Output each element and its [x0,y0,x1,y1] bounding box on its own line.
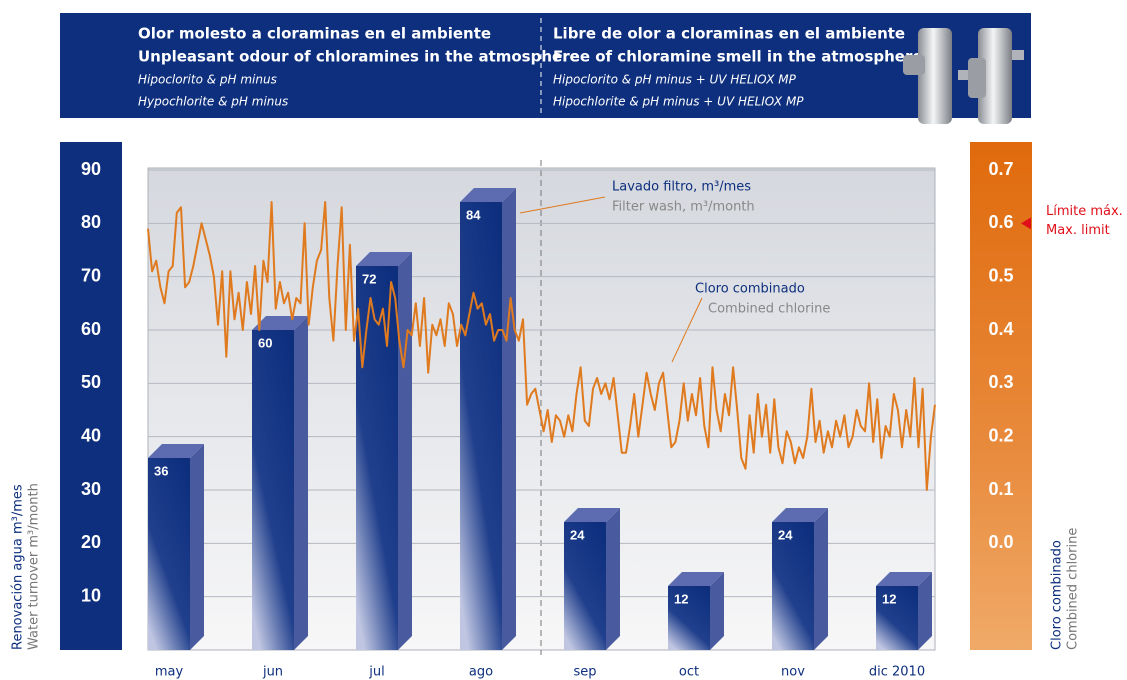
bar [876,586,918,650]
y-axis-title: Water turnover m³/month [27,483,42,650]
bar-top [564,508,620,522]
left-axis-panel [60,142,122,650]
bar [252,330,294,650]
header-title: Unpleasant odour of chloramines in the a… [138,48,580,66]
header-title: Libre de olor a cloraminas en el ambient… [553,25,905,43]
bar-top [668,572,724,586]
x-tick-label: oct [679,665,699,680]
bar-side [398,252,412,650]
header-sub: Hipoclorito & pH minus + UV HELIOX MP [553,73,797,87]
x-tick-label: jun [262,665,283,680]
header-title: Olor molesto a cloraminas en el ambiente [138,25,491,43]
annotation: Cloro combinado [695,282,805,297]
y2-tick-label: 0.6 [988,212,1013,232]
y2-tick-label: 0.0 [988,532,1013,552]
leader-line [519,196,606,214]
bar-value-label: 72 [362,271,376,286]
y-tick-label: 70 [81,265,101,285]
x-tick-label: may [155,665,184,680]
bar-top [356,252,412,266]
bar-top [148,444,204,458]
bar-side [606,508,620,650]
bar-top [772,508,828,522]
bar-value-label: 36 [154,463,168,478]
bar-side [918,572,932,650]
y-tick-label: 90 [81,159,101,179]
bar [460,202,502,650]
header-sub: Hipochlorite & pH minus + UV HELIOX MP [553,95,804,109]
bar-value-label: 60 [258,335,272,350]
right-axis-panel [970,142,1032,650]
annotation: Filter wash, m³/month [612,200,755,215]
bar-value-label: 84 [466,207,481,222]
bar-side [502,188,516,650]
y2-tick-label: 0.7 [988,159,1013,179]
header-sub: Hypochlorite & pH minus [138,95,288,109]
y-tick-label: 60 [81,319,101,339]
x-tick-label: jul [368,665,384,680]
y2-tick-label: 0.2 [988,425,1013,445]
y2-tick-label: 0.5 [988,265,1013,285]
y-tick-label: 40 [81,425,101,445]
y2-tick-label: 0.3 [988,372,1013,392]
bar-value-label: 24 [778,527,793,542]
bar-value-label: 12 [674,591,688,606]
bar-side [190,444,204,650]
x-tick-label: nov [781,665,805,680]
line [147,201,936,491]
bar-side [814,508,828,650]
limit-label: Max. limit [1046,223,1110,238]
y-tick-label: 10 [81,585,101,605]
x-tick-label: sep [573,665,596,680]
header-band [60,13,1031,118]
bar-value-label: 24 [570,527,585,542]
y-tick-label: 20 [81,532,101,552]
device-icons [903,28,1024,124]
annotation: Combined chlorine [708,302,830,317]
bar-side [710,572,724,650]
bar-top [460,188,516,202]
limit-marker [1021,217,1031,230]
bar [772,522,814,650]
bar [668,586,710,650]
bar-top [252,316,308,330]
header-sub: Hipoclorito & pH minus [138,73,277,87]
bar [148,458,190,650]
bar-top [876,572,932,586]
x-tick-label: dic 2010 [869,665,925,680]
bar-side [294,316,308,650]
x-tick-label: ago [469,665,493,680]
bar [564,522,606,650]
bar-value-label: 12 [882,591,896,606]
y2-tick-label: 0.1 [988,479,1013,499]
y-axis-title: Renovación agua m³/mes [11,484,26,650]
y-tick-label: 30 [81,479,101,499]
y-tick-label: 80 [81,212,101,232]
bar [356,266,398,650]
y2-tick-label: 0.4 [988,319,1013,339]
header-title: Free of chloramine smell in the atmosphe… [553,48,923,66]
y2-axis-title: Combined chlorine [1066,528,1081,650]
y-tick-label: 50 [81,372,101,392]
y2-axis-title: Cloro combinado [1050,540,1065,650]
limit-label: Límite máx. [1046,204,1123,219]
annotation: Lavado filtro, m³/mes [612,180,751,195]
